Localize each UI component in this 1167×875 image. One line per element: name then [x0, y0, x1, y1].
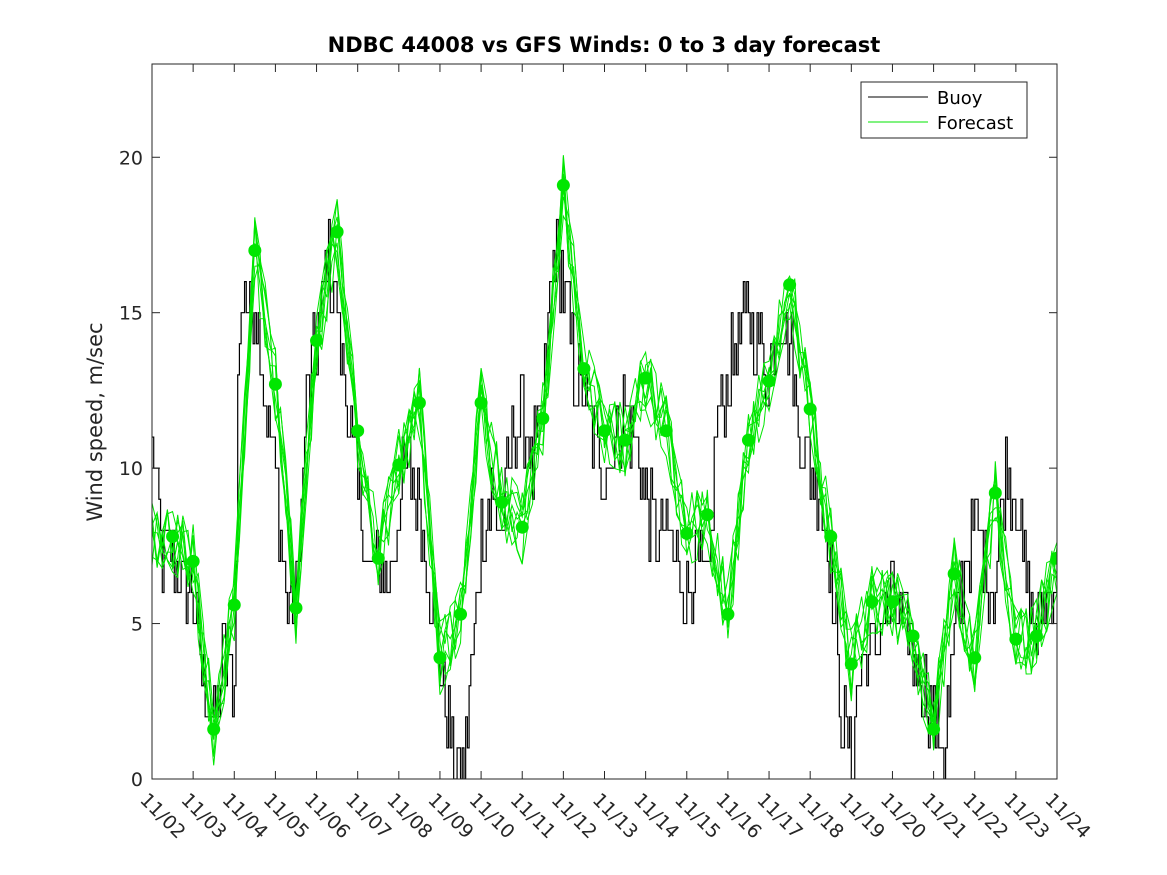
forecast-point: [659, 424, 673, 438]
forecast-point: [536, 411, 550, 425]
forecast-point: [639, 371, 653, 385]
forecast-series-line-8: [152, 155, 1057, 726]
forecast-point: [289, 601, 303, 615]
forecast-point: [495, 495, 509, 509]
chart-title: NDBC 44008 vs GFS Winds: 0 to 3 day fore…: [328, 33, 881, 57]
forecast-point: [947, 567, 961, 581]
legend-buoy-label: Buoy: [937, 88, 983, 109]
forecast-point: [783, 278, 797, 292]
forecast-point: [844, 657, 858, 671]
forecast-point: [721, 607, 735, 621]
y-tick-label: 15: [119, 303, 143, 325]
forecast-point: [186, 554, 200, 568]
forecast-point: [598, 424, 611, 438]
forecast-point: [824, 530, 838, 544]
forecast-point: [968, 651, 982, 665]
forecast-point: [227, 598, 241, 612]
forecast-point: [268, 377, 282, 391]
forecast-point: [330, 225, 344, 239]
forecast-point: [618, 433, 632, 447]
plot-area: [152, 155, 1057, 779]
legend: Buoy Forecast: [860, 81, 1028, 139]
forecast-point: [412, 396, 426, 410]
forecast-point: [392, 458, 406, 472]
forecast-point: [680, 526, 694, 540]
forecast-point: [927, 722, 941, 736]
forecast-point: [803, 402, 817, 416]
legend-forecast-label: Forecast: [937, 113, 1013, 134]
forecast-point: [248, 244, 262, 258]
forecast-point: [988, 486, 1002, 500]
forecast-point: [906, 629, 920, 643]
forecast-point: [700, 508, 714, 522]
forecast-point: [371, 551, 385, 565]
forecast-point: [1050, 551, 1057, 565]
forecast-point: [351, 424, 365, 438]
forecast-point: [310, 334, 324, 348]
forecast-point: [433, 651, 447, 665]
forecast-point: [207, 722, 221, 736]
y-tick-label: 5: [131, 614, 143, 636]
y-axis-label: Wind speed, m/sec: [83, 322, 107, 521]
forecast-point: [556, 178, 570, 192]
forecast-point: [1009, 632, 1023, 646]
forecast-point: [762, 374, 776, 388]
forecast-point: [166, 530, 180, 544]
forecast-point: [741, 433, 755, 447]
y-tick-label: 10: [119, 458, 143, 480]
legend-box: [860, 81, 1028, 139]
forecast-point: [454, 607, 468, 621]
forecast-point: [577, 362, 591, 376]
forecast-point: [885, 595, 899, 609]
y-tick-label: 20: [119, 147, 143, 169]
forecast-point: [865, 595, 879, 609]
forecast-point: [1029, 629, 1043, 643]
y-tick-label: 0: [131, 769, 143, 791]
forecast-point: [474, 396, 488, 410]
forecast-point: [515, 520, 529, 534]
